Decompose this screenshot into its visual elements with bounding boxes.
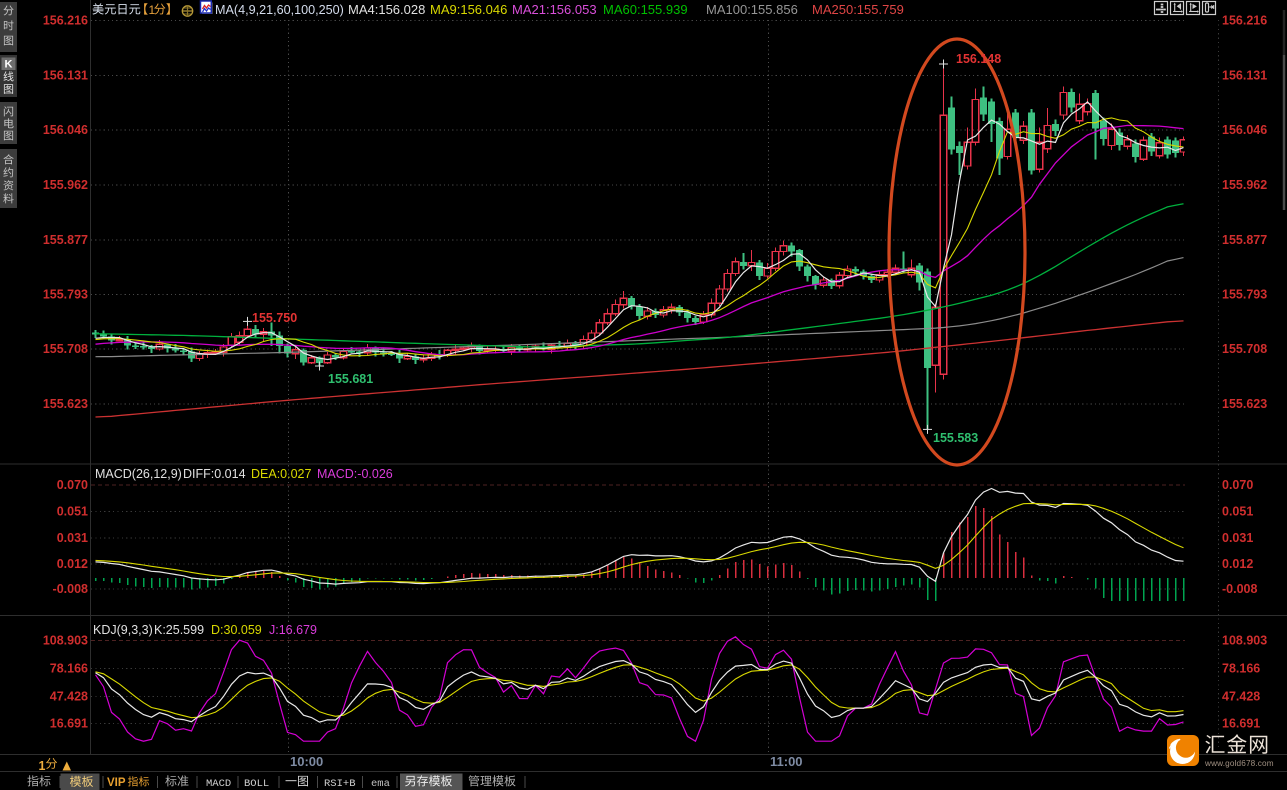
svg-text:156.148: 156.148 — [956, 52, 1001, 66]
svg-text:155.877: 155.877 — [43, 233, 88, 247]
svg-text:D:30.059: D:30.059 — [211, 623, 262, 637]
svg-text:155.623: 155.623 — [1222, 397, 1267, 411]
svg-text:156.046: 156.046 — [1222, 123, 1267, 137]
svg-text:155.708: 155.708 — [43, 342, 88, 356]
svg-text:155.750: 155.750 — [252, 311, 297, 325]
svg-text:155.583: 155.583 — [933, 431, 978, 445]
svg-text:16.691: 16.691 — [50, 717, 88, 731]
svg-text:K: K — [5, 59, 13, 71]
svg-text:155.793: 155.793 — [1222, 287, 1267, 301]
svg-text:DEA:0.027: DEA:0.027 — [251, 467, 312, 481]
svg-text:155.623: 155.623 — [43, 397, 88, 411]
svg-text:0.012: 0.012 — [57, 557, 88, 571]
svg-text:MA(4,9,21,60,100,250): MA(4,9,21,60,100,250) — [215, 3, 344, 17]
svg-text:www.gold678.com: www.gold678.com — [1204, 759, 1274, 768]
svg-text:156.216: 156.216 — [1222, 14, 1267, 28]
svg-text:16.691: 16.691 — [1222, 717, 1260, 731]
svg-text:10:00: 10:00 — [290, 754, 323, 769]
svg-text:78.166: 78.166 — [1222, 662, 1260, 676]
svg-text:0.070: 0.070 — [57, 478, 88, 492]
svg-text:155.962: 155.962 — [43, 178, 88, 192]
svg-text:MACD(26,12,9): MACD(26,12,9) — [95, 467, 182, 481]
svg-text:MA100:155.856: MA100:155.856 — [706, 2, 798, 17]
svg-text:0.031: 0.031 — [57, 531, 88, 545]
svg-text:0.051: 0.051 — [1222, 505, 1253, 519]
svg-text:RSI+B: RSI+B — [324, 778, 356, 790]
svg-text:-0.008: -0.008 — [1222, 582, 1257, 596]
svg-text:155.877: 155.877 — [1222, 233, 1267, 247]
svg-text:DIFF:0.014: DIFF:0.014 — [183, 467, 246, 481]
svg-text:78.166: 78.166 — [50, 662, 88, 676]
svg-text:156.131: 156.131 — [1222, 69, 1267, 83]
svg-text:-0.008: -0.008 — [53, 582, 88, 596]
svg-text:KDJ(9,3,3): KDJ(9,3,3) — [93, 623, 153, 637]
svg-text:0.012: 0.012 — [1222, 557, 1253, 571]
svg-text:MA21:156.053: MA21:156.053 — [512, 2, 597, 17]
svg-text:47.428: 47.428 — [1222, 690, 1260, 704]
svg-text:J:16.679: J:16.679 — [269, 623, 317, 637]
svg-text:156.131: 156.131 — [43, 69, 88, 83]
svg-text:MA9:156.046: MA9:156.046 — [430, 2, 507, 17]
svg-text:VIP: VIP — [107, 777, 126, 789]
svg-text:155.708: 155.708 — [1222, 342, 1267, 356]
svg-text:K:25.599: K:25.599 — [154, 623, 204, 637]
svg-text:155.793: 155.793 — [43, 287, 88, 301]
svg-text:47.428: 47.428 — [50, 690, 88, 704]
svg-text:MA4:156.028: MA4:156.028 — [348, 2, 425, 17]
svg-text:108.903: 108.903 — [43, 634, 88, 648]
svg-text:108.903: 108.903 — [1222, 634, 1267, 648]
svg-text:0.031: 0.031 — [1222, 531, 1253, 545]
svg-text:MA60:155.939: MA60:155.939 — [603, 2, 688, 17]
svg-text:ema: ema — [371, 778, 390, 790]
svg-text:0.051: 0.051 — [57, 505, 88, 519]
svg-text:0.070: 0.070 — [1222, 478, 1253, 492]
svg-text:11:00: 11:00 — [770, 754, 803, 769]
svg-text:155.681: 155.681 — [328, 372, 373, 386]
svg-text:156.046: 156.046 — [43, 123, 88, 137]
svg-text:MACD: MACD — [206, 778, 231, 790]
svg-text:MA250:155.759: MA250:155.759 — [812, 2, 904, 17]
svg-text:155.962: 155.962 — [1222, 178, 1267, 192]
svg-text:BOLL: BOLL — [244, 778, 269, 790]
svg-text:156.216: 156.216 — [43, 14, 88, 28]
svg-text:1: 1 — [149, 3, 156, 17]
svg-text:1: 1 — [39, 759, 46, 773]
svg-text:MACD:-0.026: MACD:-0.026 — [317, 467, 393, 481]
